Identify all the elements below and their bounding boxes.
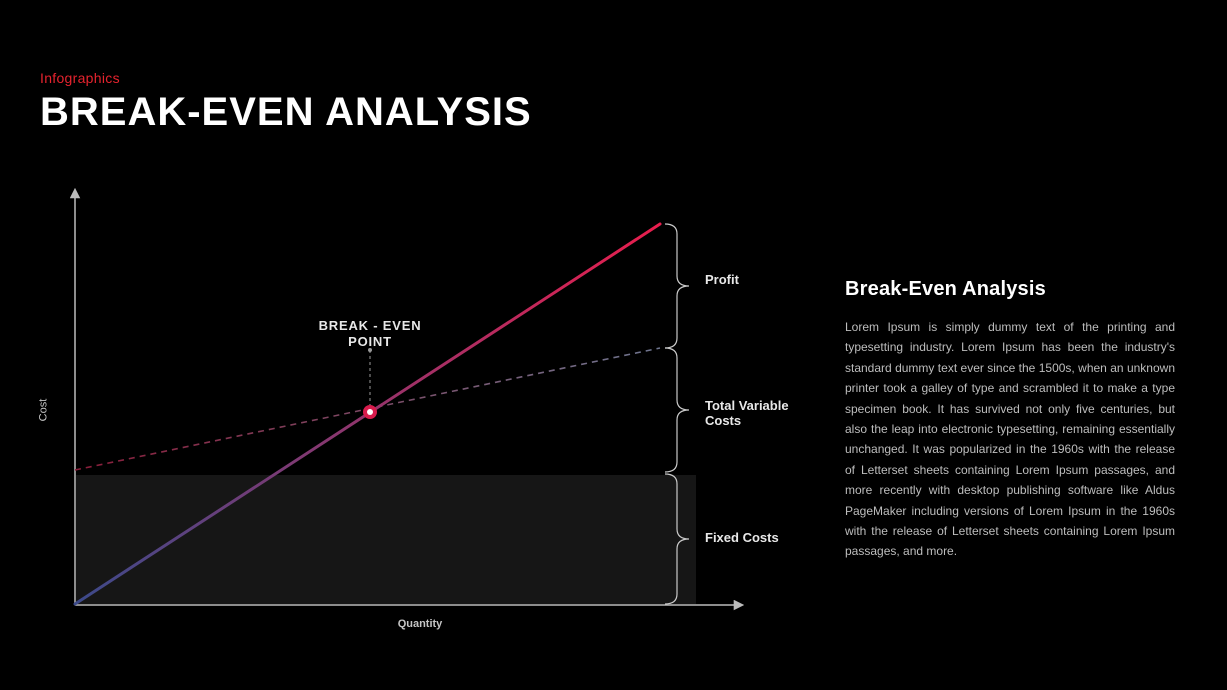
panel-title: Break-Even Analysis	[845, 278, 1175, 301]
y-axis-label: Cost	[37, 399, 49, 422]
profit-label: Profit	[705, 272, 739, 287]
page-title: BREAK-EVEN ANALYSIS	[40, 90, 532, 135]
panel-body: Lorem Ipsum is simply dummy text of the …	[845, 317, 1175, 562]
break-even-chart: Cost Quantity BREAK - EVENPOINT Profit T…	[40, 180, 800, 640]
chart-svg	[40, 180, 800, 640]
fixed-costs-label: Fixed Costs	[705, 530, 779, 545]
x-axis-label: Quantity	[398, 618, 443, 630]
eyebrow-label: Infographics	[40, 70, 120, 86]
description-panel: Break-Even Analysis Lorem Ipsum is simpl…	[845, 278, 1175, 562]
break-even-point-label: BREAK - EVENPOINT	[310, 318, 430, 351]
total-variable-costs-label: Total Variable Costs	[705, 398, 800, 428]
